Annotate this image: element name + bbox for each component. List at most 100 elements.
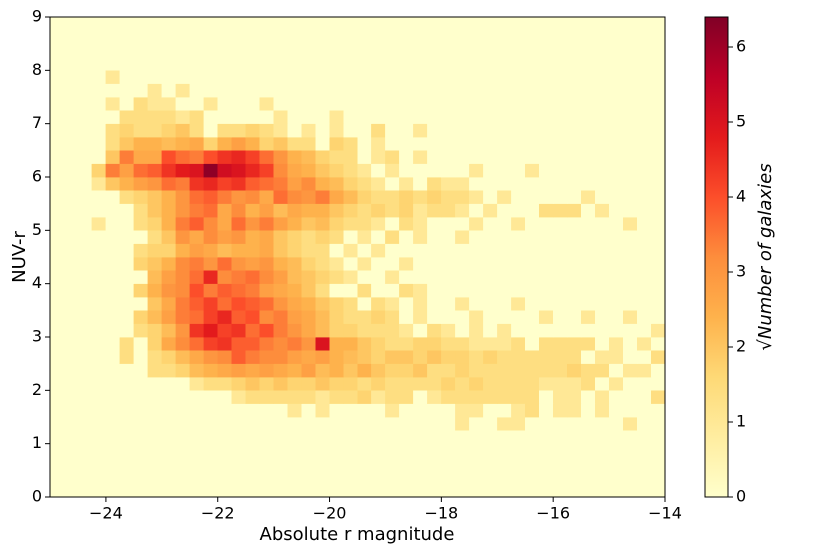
heatmap-cell [525, 336, 540, 351]
heatmap-cell [161, 363, 176, 378]
heatmap-cell [566, 283, 582, 298]
heatmap-cell [608, 376, 624, 391]
heatmap-cell [650, 483, 666, 498]
heatmap-cell [273, 376, 288, 391]
heatmap-cell [77, 216, 93, 231]
heatmap-cell [539, 96, 554, 111]
heatmap-cell [161, 176, 176, 191]
heatmap-cell [245, 96, 260, 111]
heatmap-cell [91, 390, 107, 404]
heatmap-cell [385, 56, 400, 71]
heatmap-cell [371, 296, 386, 311]
heatmap-cell [133, 390, 149, 404]
heatmap-cell [636, 430, 652, 444]
heatmap-cell [371, 110, 386, 124]
heatmap-cell [441, 350, 456, 364]
heatmap-cell [343, 96, 358, 111]
heatmap-cell [231, 283, 246, 298]
heatmap-cell [552, 150, 568, 164]
heatmap-cell [608, 296, 624, 311]
heatmap-cell [608, 136, 624, 151]
heatmap-cell [511, 416, 526, 431]
heatmap-cell [189, 43, 204, 58]
heatmap-cell [427, 376, 442, 391]
heatmap-cell [455, 270, 470, 284]
heatmap-cell [413, 416, 428, 431]
heatmap-cell [511, 336, 526, 351]
heatmap-cell [273, 163, 288, 178]
heatmap-cell [273, 416, 288, 431]
heatmap-cell [231, 403, 246, 418]
heatmap-cell [441, 310, 456, 324]
heatmap-cell [343, 83, 358, 98]
heatmap-cell [608, 176, 624, 191]
heatmap-cell [231, 243, 246, 258]
heatmap-cell [91, 270, 107, 284]
heatmap-cell [245, 403, 260, 418]
heatmap-cell [413, 43, 428, 58]
heatmap-cell [497, 203, 512, 218]
heatmap-cell [49, 376, 65, 391]
heatmap-cell [343, 483, 358, 498]
heatmap-cell [161, 350, 176, 364]
heatmap-cell [161, 270, 176, 284]
heatmap-cell [287, 70, 302, 84]
heatmap-cell [622, 243, 638, 258]
heatmap-cell [175, 136, 190, 151]
heatmap-cell [427, 123, 442, 138]
heatmap-cell [636, 43, 652, 58]
heatmap-cell [133, 376, 149, 391]
heatmap-cell [175, 43, 190, 58]
heatmap-cell [385, 110, 400, 124]
heatmap-cell [427, 256, 442, 271]
heatmap-cell [594, 216, 610, 231]
heatmap-cell [552, 203, 568, 218]
heatmap-cell [329, 176, 344, 191]
heatmap-cell [455, 136, 470, 151]
heatmap-cell [245, 216, 260, 231]
heatmap-cell [525, 416, 540, 431]
heatmap-cell [566, 203, 582, 218]
heatmap-cell [287, 216, 302, 231]
heatmap-cell [343, 110, 358, 124]
heatmap-cell [119, 163, 135, 178]
heatmap-cell [175, 123, 190, 138]
heatmap-cell [301, 456, 316, 471]
heatmap-cell [49, 310, 65, 324]
heatmap-cell [77, 296, 93, 311]
heatmap-cell [161, 163, 176, 178]
heatmap-cell [49, 363, 65, 378]
heatmap-cell [622, 456, 638, 471]
heatmap-cell [245, 443, 260, 458]
heatmap-cell [189, 190, 204, 204]
heatmap-cell [497, 83, 512, 98]
heatmap-cell [49, 483, 65, 498]
heatmap-cell [231, 30, 246, 44]
heatmap-cell [133, 243, 149, 258]
heatmap-cell [147, 403, 163, 418]
heatmap-cell [525, 190, 540, 204]
heatmap-cell [636, 150, 652, 164]
y-axis-label: NUV-r [9, 231, 30, 283]
heatmap-cell [105, 443, 121, 458]
heatmap-cell [399, 190, 414, 204]
heatmap-cell [441, 96, 456, 111]
heatmap-cell [552, 110, 568, 124]
heatmap-cell [469, 136, 484, 151]
heatmap-cell [287, 16, 302, 31]
heatmap-cell [483, 470, 498, 484]
heatmap-cell [371, 470, 386, 484]
heatmap-cell [259, 390, 274, 404]
heatmap-cell [636, 363, 652, 378]
heatmap-cell [217, 136, 232, 151]
heatmap-cell [91, 456, 107, 471]
heatmap-cell [441, 283, 456, 298]
heatmap-cell [594, 323, 610, 338]
heatmap-cell [49, 416, 65, 431]
heatmap-cell [119, 190, 135, 204]
heatmap-cell [469, 150, 484, 164]
heatmap-cell [608, 350, 624, 364]
heatmap-cell [287, 83, 302, 98]
heatmap-cell [566, 456, 582, 471]
heatmap-cell [455, 350, 470, 364]
